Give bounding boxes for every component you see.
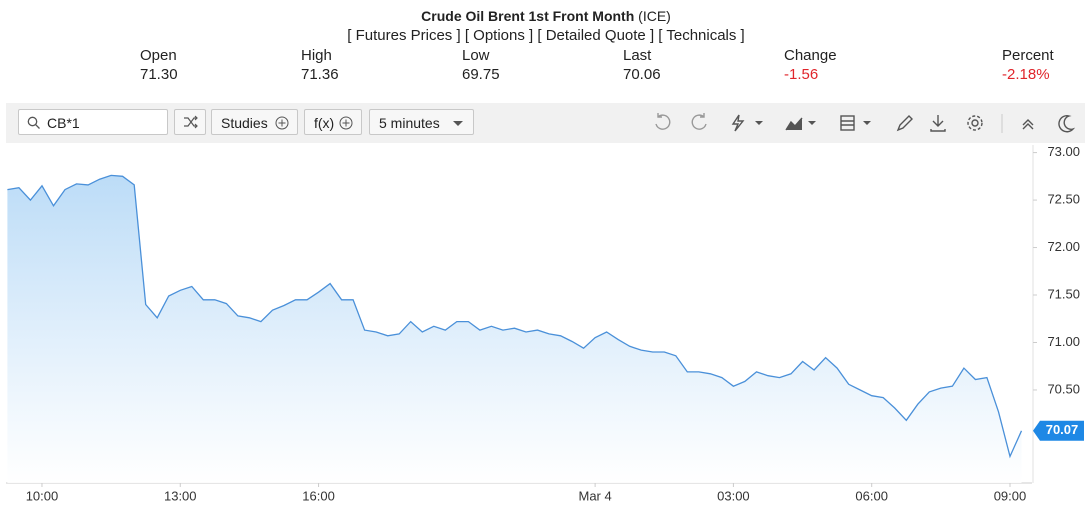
title: Crude Oil Brent 1st Front Month (ICE) (0, 8, 1092, 24)
area (7, 175, 1022, 483)
link[interactable]: [ Detailed Quote ] (537, 27, 655, 44)
y-tick-label: 72.00 (1047, 239, 1080, 254)
x-tick-label: 06:00 (855, 488, 888, 503)
function-label: f(x) (314, 115, 335, 131)
price-line (7, 174, 1023, 459)
stat-value: 69.75 (462, 66, 500, 83)
stat-label: Low (462, 47, 490, 64)
toolbar-icons (655, 113, 1076, 133)
link[interactable]: [ Technicals ] (658, 27, 745, 44)
stat-value: 71.30 (140, 66, 178, 83)
y-tick-label: 73.00 (1047, 144, 1080, 159)
toolbar: CB*1 Studies f(x) 5 minutes (6, 103, 1085, 143)
y-tick-label: 72.50 (1047, 192, 1080, 207)
stat-label: Change (784, 47, 837, 64)
interval-select[interactable]: 5 minutes (369, 109, 474, 135)
link[interactable]: [ Options ] (464, 27, 534, 44)
x-tick-label: 10:00 (26, 488, 59, 503)
stat-value: -1.56 (784, 66, 819, 83)
chart: 70.50 71.00 71.50 72.00 72.50 73.00 10:00 13:00… (6, 144, 1084, 503)
exchange: (ICE) (638, 8, 671, 24)
y-tick-label: 70.50 (1047, 381, 1080, 396)
stat-label: Open (140, 47, 177, 64)
draw[interactable] (896, 115, 913, 132)
stat-label: High (301, 47, 332, 64)
studies-button[interactable]: Studies (211, 109, 298, 135)
x-tick-label: 13:00 (164, 488, 197, 503)
plus-icon (339, 116, 353, 130)
download[interactable] (930, 115, 946, 132)
settings[interactable] (971, 119, 979, 127)
symbol-search[interactable]: CB*1 (18, 109, 168, 135)
quote-stat: Change -1.56 (784, 46, 837, 84)
function-button[interactable]: f(x) (304, 109, 362, 135)
search-icon (27, 116, 40, 129)
compare-button[interactable] (174, 109, 206, 135)
redo[interactable] (691, 113, 707, 130)
x-tick-label: Mar 4 (579, 488, 612, 503)
symbol: CB*1 (47, 115, 80, 131)
y-tick-label: 71.00 (1047, 334, 1080, 349)
stat-label: Percent (1002, 47, 1054, 64)
events[interactable] (731, 114, 745, 132)
y-tick-label: 71.50 (1047, 286, 1080, 301)
collapse[interactable] (1022, 119, 1034, 130)
interval-label: 5 minutes (379, 115, 440, 131)
links: [ Futures Prices ] [ Options ] [ Detaile… (0, 27, 1092, 44)
quote-stat: Low 69.75 (462, 46, 500, 84)
studies-label: Studies (221, 115, 268, 131)
quote-stat: High 71.36 (301, 46, 339, 84)
x-tick-label: 03:00 (717, 488, 750, 503)
stat-value: 71.36 (301, 66, 339, 83)
x-tick-label: 16:00 (302, 488, 335, 503)
stat-value: 70.06 (623, 66, 661, 83)
title-name: Crude Oil Brent 1st Front Month (421, 8, 635, 24)
x-tick-label: 09:00 (994, 488, 1027, 503)
display[interactable] (840, 115, 855, 131)
shuffle-icon (184, 115, 198, 129)
quote-stat: Last 70.06 (623, 46, 661, 84)
last-price-badge (1033, 420, 1084, 441)
caret (453, 121, 463, 126)
last-price-label: 70.07 (1046, 422, 1079, 437)
link[interactable]: [ Futures Prices ] (347, 27, 461, 44)
theme[interactable] (1058, 115, 1076, 133)
undo[interactable] (655, 113, 671, 130)
quote-stat: Percent -2.18% (1002, 46, 1054, 84)
stat-value: -2.18% (1002, 66, 1050, 83)
plus-icon (275, 116, 289, 130)
quote-stat: Open 71.30 (140, 46, 178, 84)
stat-label: Last (623, 47, 652, 64)
